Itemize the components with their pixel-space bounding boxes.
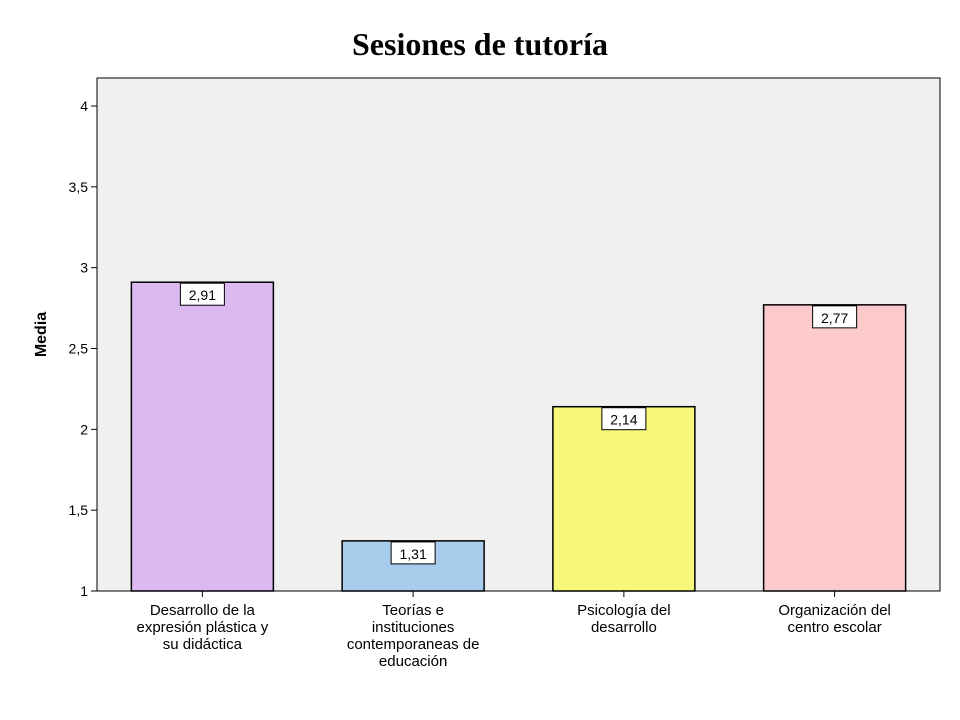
y-tick-label: 2,5 bbox=[69, 341, 89, 357]
x-tick-label-line: instituciones bbox=[372, 619, 455, 636]
data-label-box bbox=[179, 282, 225, 306]
y-tick-label: 1,5 bbox=[69, 502, 89, 518]
y-tick-label: 2 bbox=[80, 421, 88, 437]
x-tick-label: Psicología del desarrollo bbox=[577, 602, 670, 636]
y-tick-label: 1 bbox=[80, 583, 88, 599]
data-label-box bbox=[601, 407, 647, 431]
y-axis: 1 1,5 2 2,5 3 3,5 4 bbox=[69, 98, 97, 599]
x-tick-label-line: su didáctica bbox=[163, 636, 243, 653]
x-tick-label: Desarrollo de la expresión plástica y su d… bbox=[137, 602, 269, 653]
data-label: 1,31 bbox=[400, 546, 427, 562]
y-axis-label: Media bbox=[33, 312, 50, 357]
x-tick-label-line: educación bbox=[379, 653, 447, 670]
bar bbox=[552, 405, 696, 592]
x-tick-label: Teorías e instituciones contemporaneas de e… bbox=[347, 602, 480, 670]
bar bbox=[762, 304, 907, 592]
y-tick-label: 3,5 bbox=[69, 179, 89, 195]
data-label: 2,77 bbox=[821, 310, 848, 326]
chart-title: Sesiones de tutoría bbox=[352, 26, 608, 62]
y-tick-label: 4 bbox=[80, 98, 88, 114]
x-tick-label-line: expresión plástica y bbox=[137, 619, 269, 636]
data-label-box bbox=[390, 541, 436, 565]
x-tick-label-line: Organización del bbox=[778, 602, 891, 619]
x-axis: Desarrollo de la expresión plástica y su d… bbox=[137, 591, 891, 670]
x-tick-label-line: Desarrollo de la bbox=[150, 602, 256, 619]
x-tick-label-line: contemporaneas de bbox=[347, 636, 480, 653]
data-label: 2,14 bbox=[610, 412, 637, 428]
x-tick-label-line: Psicología del bbox=[577, 602, 670, 619]
bar bbox=[130, 281, 275, 592]
bars: 2,91 1,31 2,14 2,77 bbox=[130, 281, 907, 592]
x-tick-label: Organización del centro escolar bbox=[778, 602, 891, 636]
data-label: 2,91 bbox=[189, 287, 216, 303]
x-tick-label-line: Teorías e bbox=[382, 602, 444, 619]
data-label-box bbox=[812, 305, 858, 329]
y-tick-label: 3 bbox=[80, 260, 88, 276]
x-tick-label-line: centro escolar bbox=[788, 619, 882, 636]
x-tick-label-line: desarrollo bbox=[591, 619, 657, 636]
